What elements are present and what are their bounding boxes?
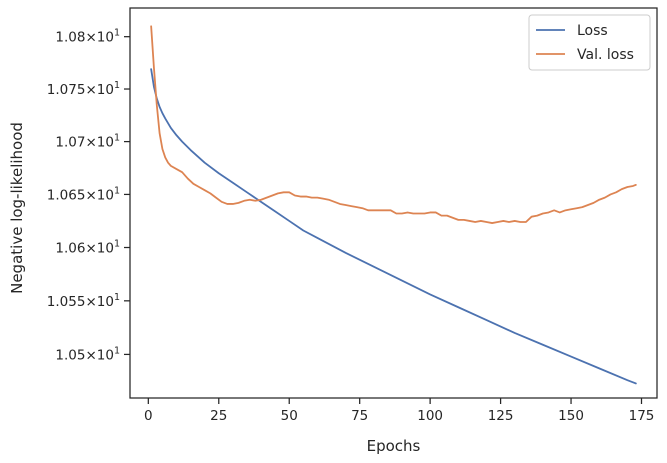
y-tick-exponent: 1 (114, 80, 120, 91)
x-tick-label: 25 (210, 408, 227, 424)
y-tick-times: × (85, 347, 96, 363)
y-axis-label: Negative log-likelihood (8, 122, 26, 294)
y-tick-base: 10 (97, 187, 114, 203)
y-tick-base: 10 (97, 347, 114, 363)
series-line-val-loss (150, 25, 637, 224)
y-tick-label: 1.075×101 (47, 80, 120, 98)
y-tick-times: × (85, 241, 96, 257)
y-axis: 1.05×1011.055×1011.06×1011.065×1011.07×1… (47, 28, 130, 363)
y-tick-base: 10 (97, 135, 114, 151)
x-tick-label: 150 (558, 408, 584, 424)
y-tick-base: 10 (97, 30, 114, 46)
legend: Loss Val. loss (528, 14, 651, 71)
series-layer (150, 25, 637, 385)
y-tick-exponent: 1 (114, 292, 120, 303)
x-tick-label: 100 (417, 408, 443, 424)
y-tick-exponent: 1 (114, 28, 120, 39)
y-tick-label: 1.07×101 (55, 133, 120, 151)
y-tick-label: 1.065×101 (47, 185, 120, 203)
y-tick-times: × (85, 135, 96, 151)
y-tick-mantissa: 1.06 (55, 241, 85, 257)
y-tick-exponent: 1 (114, 239, 120, 250)
x-axis: 0 25 50 75 100 125 150 175 (144, 398, 654, 424)
y-tick-base: 10 (97, 241, 114, 257)
series-line-loss (150, 68, 637, 385)
y-tick-times: × (85, 187, 96, 203)
y-tick-mantissa: 1.065 (47, 187, 86, 203)
y-tick-label: 1.06×101 (55, 239, 120, 257)
y-tick-exponent: 1 (114, 133, 120, 144)
legend-label-val-loss: Val. loss (577, 47, 634, 63)
y-tick-base: 10 (97, 294, 114, 310)
y-tick-label: 1.055×101 (47, 292, 120, 310)
y-tick-mantissa: 1.055 (47, 294, 86, 310)
x-tick-label: 75 (351, 408, 368, 424)
y-tick-mantissa: 1.05 (55, 347, 85, 363)
y-tick-times: × (85, 82, 96, 98)
y-tick-times: × (85, 30, 96, 46)
y-tick-mantissa: 1.07 (55, 135, 85, 151)
y-tick-base: 10 (97, 82, 114, 98)
y-tick-mantissa: 1.08 (55, 30, 85, 46)
y-tick-exponent: 1 (114, 185, 120, 196)
y-tick-exponent: 1 (114, 345, 120, 356)
y-tick-mantissa: 1.075 (47, 82, 86, 98)
plot-frame (129, 7, 658, 399)
x-tick-label: 50 (281, 408, 298, 424)
x-tick-label: 0 (144, 408, 153, 424)
x-axis-label: Epochs (367, 437, 421, 455)
y-tick-times: × (85, 294, 96, 310)
y-tick-label: 1.05×101 (55, 345, 120, 363)
x-tick-label: 125 (488, 408, 514, 424)
x-tick-label: 175 (629, 408, 655, 424)
legend-label-loss: Loss (577, 23, 608, 39)
legend-box (528, 14, 651, 71)
y-tick-label: 1.08×101 (55, 28, 120, 46)
plot-area-background (130, 8, 657, 398)
